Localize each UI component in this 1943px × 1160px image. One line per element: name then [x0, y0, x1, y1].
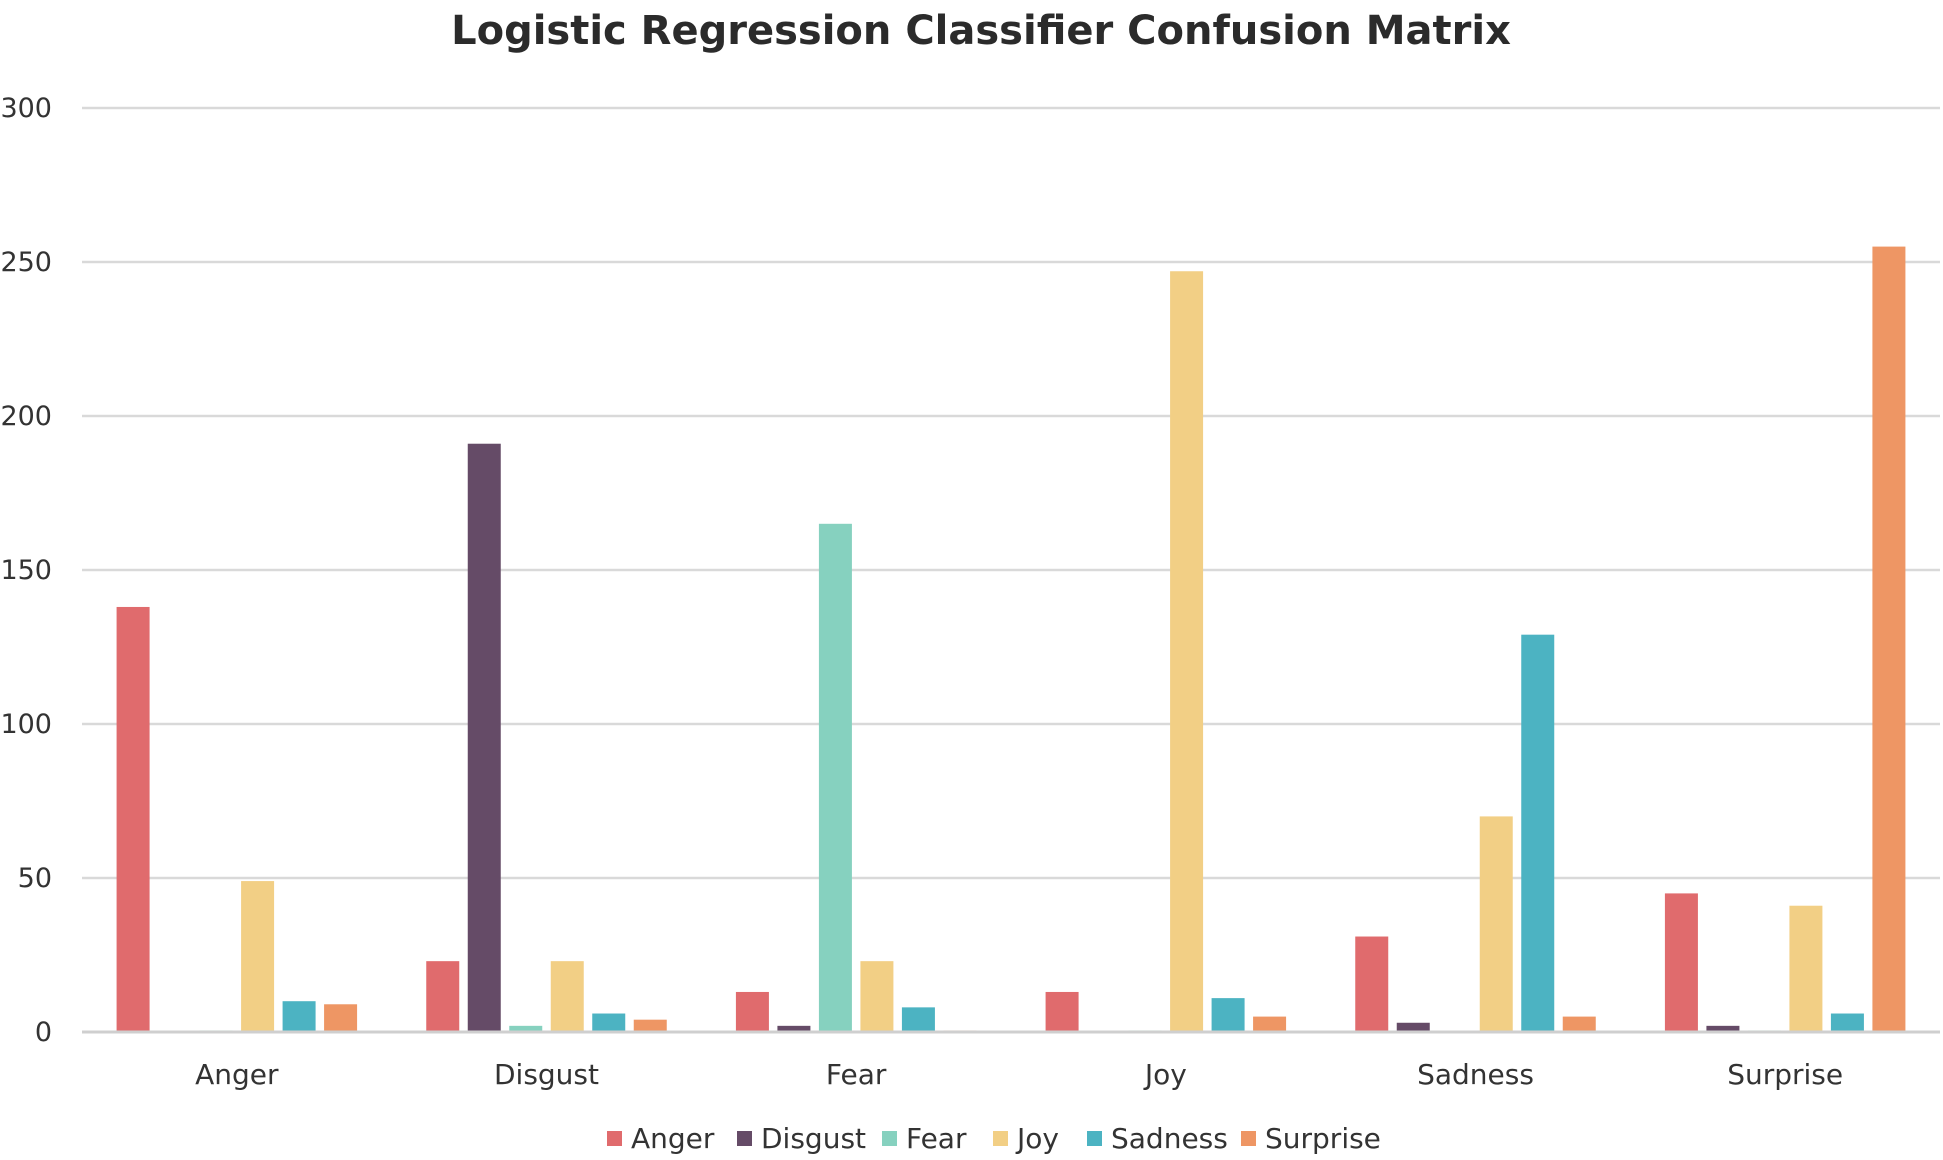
bar-surprise-sadness: [1830, 1013, 1864, 1032]
bar-sadness-disgust: [1396, 1022, 1430, 1032]
y-axis-tick-labels: 0 50 100 150 200 250 300: [0, 93, 52, 1048]
y-tick-label: 0: [35, 1017, 52, 1048]
x-category-label: Fear: [826, 1058, 887, 1091]
legend-label-joy: Joy: [1015, 1122, 1059, 1155]
bar-fear-joy: [860, 961, 894, 1032]
bar-joy-joy: [1170, 271, 1204, 1032]
bar-disgust-disgust: [467, 443, 501, 1033]
legend-swatch-disgust: [737, 1131, 752, 1146]
legend-label-surprise: Surprise: [1265, 1122, 1381, 1155]
x-category-label: Joy: [1143, 1058, 1187, 1091]
bars: [116, 246, 1906, 1033]
bar-disgust-fear: [509, 1025, 543, 1032]
bar-joy-sadness: [1211, 998, 1245, 1032]
bar-surprise-anger: [1664, 893, 1698, 1032]
bar-disgust-sadness: [592, 1013, 626, 1032]
legend: Anger Disgust Fear Joy Sadness Surprise: [607, 1122, 1381, 1155]
bar-anger-surprise: [324, 1004, 358, 1032]
legend-swatch-sadness: [1087, 1131, 1102, 1146]
legend-swatch-fear: [882, 1131, 897, 1146]
bar-fear-fear: [818, 523, 852, 1032]
chart-title: Logistic Regression Classifier Confusion…: [451, 8, 1511, 54]
bar-anger-sadness: [282, 1001, 316, 1032]
bar-joy-anger: [1045, 991, 1079, 1032]
legend-swatch-surprise: [1241, 1131, 1256, 1146]
gridlines: [82, 106, 1940, 880]
bar-sadness-anger: [1355, 936, 1389, 1032]
x-category-label: Disgust: [494, 1058, 599, 1091]
bar-joy-surprise: [1253, 1016, 1287, 1032]
bar-fear-disgust: [777, 1025, 811, 1032]
legend-label-disgust: Disgust: [761, 1122, 866, 1155]
bar-disgust-surprise: [633, 1019, 667, 1032]
y-tick-label: 250: [0, 247, 52, 278]
y-tick-label: 50: [18, 863, 52, 894]
legend-swatch-joy: [993, 1131, 1008, 1146]
bar-surprise-joy: [1789, 905, 1823, 1032]
x-axis-category-labels: Anger Disgust Fear Joy Sadness Surprise: [195, 1058, 1843, 1091]
bar-surprise-surprise: [1872, 246, 1906, 1033]
bar-disgust-anger: [426, 961, 460, 1032]
legend-swatch-anger: [607, 1131, 622, 1146]
x-category-label: Anger: [195, 1058, 279, 1091]
bar-disgust-joy: [550, 961, 584, 1032]
bar-anger-anger: [116, 606, 150, 1032]
bar-sadness-surprise: [1562, 1016, 1596, 1032]
bar-surprise-disgust: [1706, 1025, 1740, 1032]
bar-anger-joy: [241, 881, 275, 1032]
legend-label-fear: Fear: [906, 1122, 967, 1155]
legend-label-anger: Anger: [631, 1122, 715, 1155]
y-tick-label: 300: [0, 93, 52, 124]
bar-fear-anger: [735, 991, 769, 1032]
bar-sadness-joy: [1479, 816, 1513, 1032]
y-tick-label: 200: [0, 401, 52, 432]
y-tick-label: 100: [0, 709, 52, 740]
y-tick-label: 150: [0, 555, 52, 586]
bar-fear-sadness: [901, 1007, 935, 1032]
bar-sadness-sadness: [1521, 634, 1555, 1032]
x-category-label: Surprise: [1727, 1058, 1843, 1091]
legend-label-sadness: Sadness: [1111, 1122, 1228, 1155]
x-category-label: Sadness: [1417, 1058, 1534, 1091]
